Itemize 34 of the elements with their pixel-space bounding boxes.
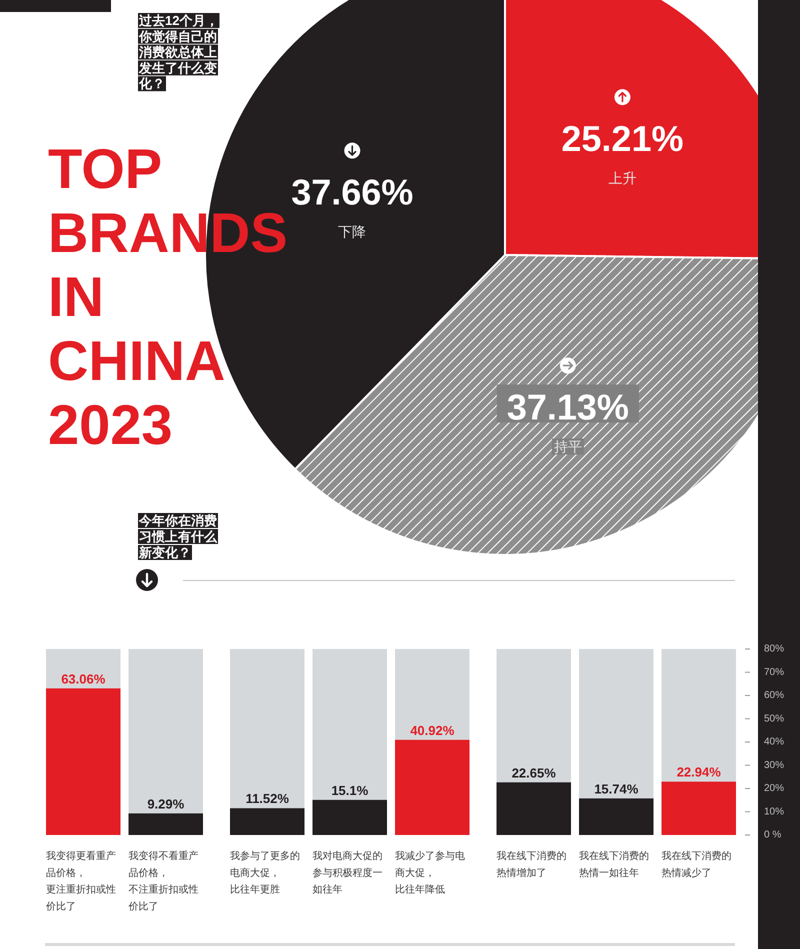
data-label: 25.21% (561, 118, 684, 160)
y-tick-label: 40% (764, 736, 784, 748)
data-label: 15.1% (331, 782, 369, 798)
data-label: 40.92% (410, 722, 455, 738)
x-tick-label: 我对电商大促的参与积极程度一如往年 (312, 850, 382, 896)
y-tick-label: 80% (764, 644, 784, 654)
bar (579, 798, 654, 835)
data-label: 9.29% (147, 796, 185, 812)
y-tick-label: 50% (764, 713, 784, 724)
chart-title: 今年你在消费习惯上有什么新变化？ (138, 513, 218, 560)
data-label: 22.94% (676, 764, 722, 780)
x-tick-label: 我在线下消费的热情一如往年 (579, 850, 649, 879)
data-label: 11.52% (246, 791, 290, 806)
y-tick-label: 30% (764, 760, 784, 771)
slice-label: 持平 (554, 438, 582, 455)
text: 过去12个月，你觉得自己的消费欲总体上发生了什么变化？ (138, 13, 218, 92)
y-tick-label: 70% (764, 666, 784, 678)
data-label: 37.66% (291, 172, 414, 213)
data-label: 15.74% (594, 781, 639, 796)
y-tick-label: 10% (764, 806, 784, 818)
x-tick-label: 我在线下消费的热情增加了 (496, 850, 566, 879)
x-tick-label: 我减少了参与电商大促，比往年降低 (395, 850, 465, 896)
x-tick-label: 我参与了更多的电商大促，比往年更胜 (230, 850, 300, 896)
y-tick-label: 20% (764, 783, 784, 794)
data-label: 37.13% (506, 386, 629, 428)
y-tick-label: 0 % (764, 830, 782, 840)
data-label: 22.65% (512, 765, 556, 780)
slice-label: 上升 (608, 170, 636, 186)
x-tick-label: 我变得不看重产品价格，不注重折扣或性价比了 (128, 850, 198, 912)
x-tick-label: 我在线下消费的热情减少了 (662, 850, 732, 879)
data-label: 63.06% (61, 671, 106, 686)
x-tick-label: 我变得更看重产品价格，更注重折扣或性价比了 (45, 850, 116, 912)
y-tick-label: 60% (764, 690, 784, 701)
slice-label: 下降 (338, 224, 366, 240)
